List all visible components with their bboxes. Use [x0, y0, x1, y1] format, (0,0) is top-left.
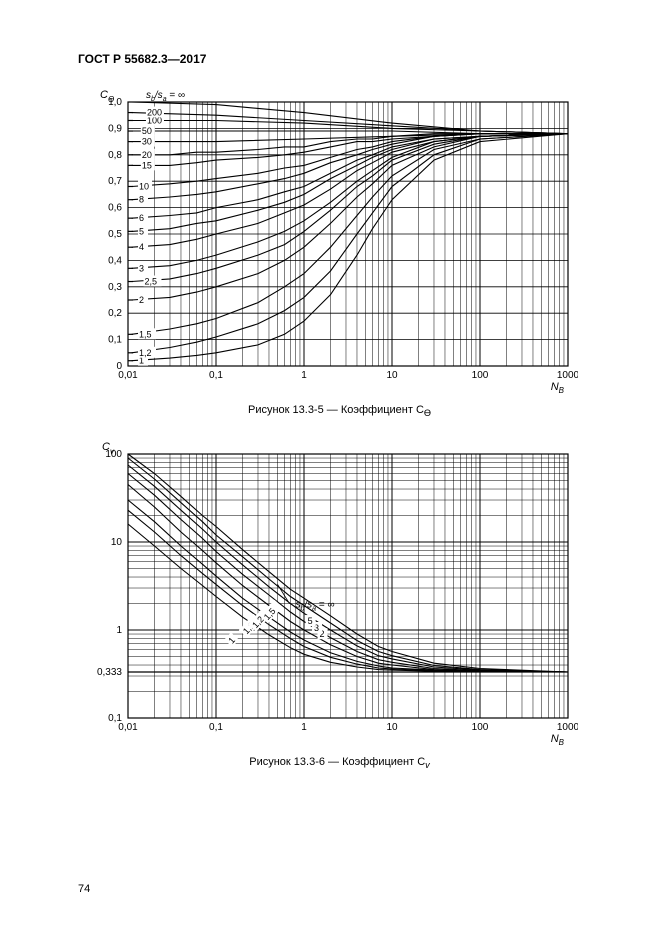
- svg-text:30: 30: [142, 137, 152, 147]
- svg-text:1: 1: [116, 625, 122, 636]
- svg-text:0,9: 0,9: [108, 123, 122, 134]
- svg-text:1: 1: [301, 370, 307, 381]
- svg-text:1: 1: [301, 722, 307, 733]
- svg-text:10: 10: [386, 370, 398, 381]
- svg-text:100: 100: [472, 370, 489, 381]
- svg-text:6: 6: [139, 213, 144, 223]
- svg-text:5: 5: [139, 226, 144, 236]
- svg-text:0,3: 0,3: [108, 282, 122, 293]
- chart2-svg: 0,010,111010010000,10,333110100CvNB11,11…: [78, 436, 578, 746]
- page-number: 74: [78, 883, 90, 895]
- svg-text:NB: NB: [551, 381, 565, 394]
- svg-text:8: 8: [139, 195, 144, 205]
- svg-text:20: 20: [142, 150, 152, 160]
- chart2-caption: Рисунок 13.3-6 — Коэффициент Cv: [78, 756, 601, 770]
- svg-text:0,1: 0,1: [209, 370, 223, 381]
- svg-text:0,1: 0,1: [108, 713, 122, 724]
- svg-text:10: 10: [111, 537, 123, 548]
- svg-text:10: 10: [139, 181, 149, 191]
- document-header: ГОСТ Р 55682.3—2017: [78, 52, 601, 66]
- svg-text:50: 50: [142, 126, 152, 136]
- svg-text:1000: 1000: [557, 370, 578, 381]
- svg-text:5: 5: [308, 616, 313, 626]
- svg-text:100: 100: [472, 722, 489, 733]
- svg-text:0,7: 0,7: [108, 176, 122, 187]
- chart1-caption: Рисунок 13.3-5 — Коэффициент Cϴ: [78, 404, 601, 418]
- svg-text:Cϴ: Cϴ: [100, 89, 114, 104]
- svg-text:4: 4: [139, 242, 144, 252]
- svg-text:2,5: 2,5: [144, 277, 157, 287]
- svg-text:10: 10: [386, 722, 398, 733]
- svg-text:0,5: 0,5: [108, 229, 122, 240]
- svg-text:0,4: 0,4: [108, 255, 122, 266]
- chart-c-theta: 0,010,1110100100000,10,20,30,40,50,60,70…: [78, 84, 601, 394]
- svg-text:0,8: 0,8: [108, 150, 122, 161]
- svg-text:1,5: 1,5: [139, 329, 152, 339]
- svg-text:2: 2: [139, 295, 144, 305]
- svg-text:0,1: 0,1: [108, 335, 122, 346]
- svg-text:200: 200: [147, 108, 162, 118]
- svg-text:0,333: 0,333: [97, 667, 122, 678]
- chart-c-v: 0,010,111010010000,10,333110100CvNB11,11…: [78, 436, 601, 746]
- svg-text:sb/sa = ∞: sb/sa = ∞: [146, 90, 185, 103]
- svg-text:0,1: 0,1: [209, 722, 223, 733]
- svg-text:1,2: 1,2: [139, 348, 152, 358]
- chart1-svg: 0,010,1110100100000,10,20,30,40,50,60,70…: [78, 84, 578, 394]
- svg-text:0,6: 0,6: [108, 203, 122, 214]
- svg-text:0: 0: [116, 361, 122, 372]
- svg-text:3: 3: [139, 263, 144, 273]
- svg-text:NB: NB: [551, 733, 565, 746]
- svg-text:1000: 1000: [557, 722, 578, 733]
- page: ГОСТ Р 55682.3—2017 0,010,1110100100000,…: [0, 0, 661, 935]
- svg-text:0,2: 0,2: [108, 308, 122, 319]
- svg-text:15: 15: [142, 160, 152, 170]
